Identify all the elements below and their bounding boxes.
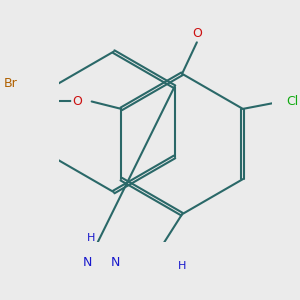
Text: Cl: Cl: [287, 95, 299, 108]
Text: N: N: [111, 256, 120, 269]
Text: H: H: [87, 233, 96, 243]
Text: O: O: [72, 95, 82, 108]
Text: H: H: [178, 261, 186, 271]
Text: Br: Br: [4, 76, 17, 89]
Text: N: N: [83, 256, 92, 269]
Text: O: O: [192, 27, 202, 40]
